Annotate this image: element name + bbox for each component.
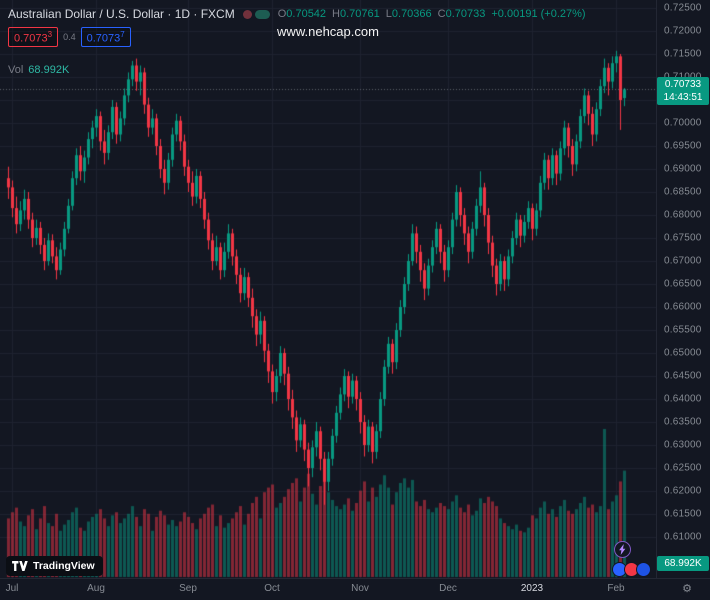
- time-axis[interactable]: ⚙ Jul Aug Sep Oct Nov Dec 2023 Feb: [0, 578, 710, 600]
- ask-button[interactable]: 0.70737: [80, 27, 131, 47]
- price-tick: 0.65000: [664, 347, 702, 359]
- price-tick: 0.66500: [664, 278, 702, 290]
- price-tick: 0.62000: [664, 485, 702, 497]
- change-value: +0.00191 (+0.27%): [491, 8, 586, 20]
- price-tick: 0.67500: [664, 232, 702, 244]
- price-tick: 0.64000: [664, 393, 702, 405]
- price-tick: 0.70000: [664, 117, 702, 129]
- time-tick: 2023: [520, 583, 544, 594]
- lightning-icon: [618, 544, 625, 555]
- tradingview-logo[interactable]: TradingView: [6, 556, 103, 576]
- price-tick: 0.65500: [664, 324, 702, 336]
- broker-button-blue2-icon[interactable]: [636, 562, 651, 577]
- axis-settings-gear-icon[interactable]: ⚙: [682, 583, 692, 595]
- time-tick: Dec: [439, 583, 457, 594]
- price-tick: 0.68500: [664, 186, 702, 198]
- volume-indicator-legend[interactable]: Vol 68.992K: [8, 64, 69, 76]
- bid-button[interactable]: 0.70733: [8, 27, 59, 47]
- bid-ask-row: 0.70733 0.4 0.70737: [8, 27, 131, 47]
- volume-value: 68.992K: [28, 64, 70, 76]
- time-tick: Jul: [5, 583, 19, 594]
- sell-marker-icon[interactable]: [242, 9, 252, 19]
- low-label: L: [385, 8, 392, 20]
- last-price-label: 0.70733 14:43:51: [657, 77, 709, 105]
- high-label: H: [332, 8, 340, 20]
- bar-countdown: 14:43:51: [663, 92, 703, 103]
- ohlc-values: O 0.70542 H 0.70761 L 0.70366 C 0.70733 +0.0…: [278, 8, 586, 20]
- price-tick: 0.67000: [664, 255, 702, 267]
- open-value: 0.70542: [286, 8, 327, 20]
- time-tick: Oct: [264, 583, 280, 594]
- price-tick: 0.61500: [664, 508, 702, 520]
- broker-buttons: [612, 562, 651, 577]
- time-tick: Sep: [179, 583, 197, 594]
- price-tick: 0.61000: [664, 531, 702, 543]
- last-price-value: 0.70733: [664, 79, 702, 90]
- symbol-title[interactable]: Australian Dollar / U.S. Dollar · 1D · F…: [8, 7, 235, 21]
- price-tick: 0.63000: [664, 439, 702, 451]
- price-tick: 0.72500: [664, 2, 702, 14]
- price-tick: 0.68000: [664, 209, 702, 221]
- legend-toggle-dots: [242, 9, 270, 19]
- price-tick: 0.66000: [664, 301, 702, 313]
- time-tick: Aug: [87, 583, 105, 594]
- price-tick: 0.69500: [664, 140, 702, 152]
- price-tick: 0.69000: [664, 163, 702, 175]
- volume-axis-label: 68.992K: [657, 556, 709, 571]
- price-tick: 0.71500: [664, 48, 702, 60]
- quick-trade-lightning-button[interactable]: [614, 541, 631, 558]
- close-label: C: [437, 8, 446, 20]
- price-chart-canvas[interactable]: [0, 0, 656, 578]
- price-tick: 0.72000: [664, 25, 702, 37]
- tradingview-logo-text: TradingView: [33, 560, 95, 572]
- price-tick: 0.62500: [664, 462, 702, 474]
- close-value: 0.70733: [445, 8, 486, 20]
- price-axis[interactable]: 0.725000.720000.715000.710000.705000.700…: [656, 0, 710, 578]
- symbol-legend: Australian Dollar / U.S. Dollar · 1D · F…: [8, 7, 586, 21]
- time-tick: Feb: [607, 583, 625, 594]
- spread-value: 0.4: [63, 31, 76, 42]
- price-tick: 0.64500: [664, 370, 702, 382]
- low-value: 0.70366: [391, 8, 432, 20]
- volume-label: Vol: [8, 64, 24, 76]
- high-value: 0.70761: [340, 8, 380, 20]
- buy-marker-icon[interactable]: [254, 9, 270, 19]
- open-label: O: [277, 8, 287, 20]
- tradingview-logo-icon: [12, 561, 28, 571]
- time-tick: Nov: [351, 583, 369, 594]
- price-tick: 0.63500: [664, 416, 702, 428]
